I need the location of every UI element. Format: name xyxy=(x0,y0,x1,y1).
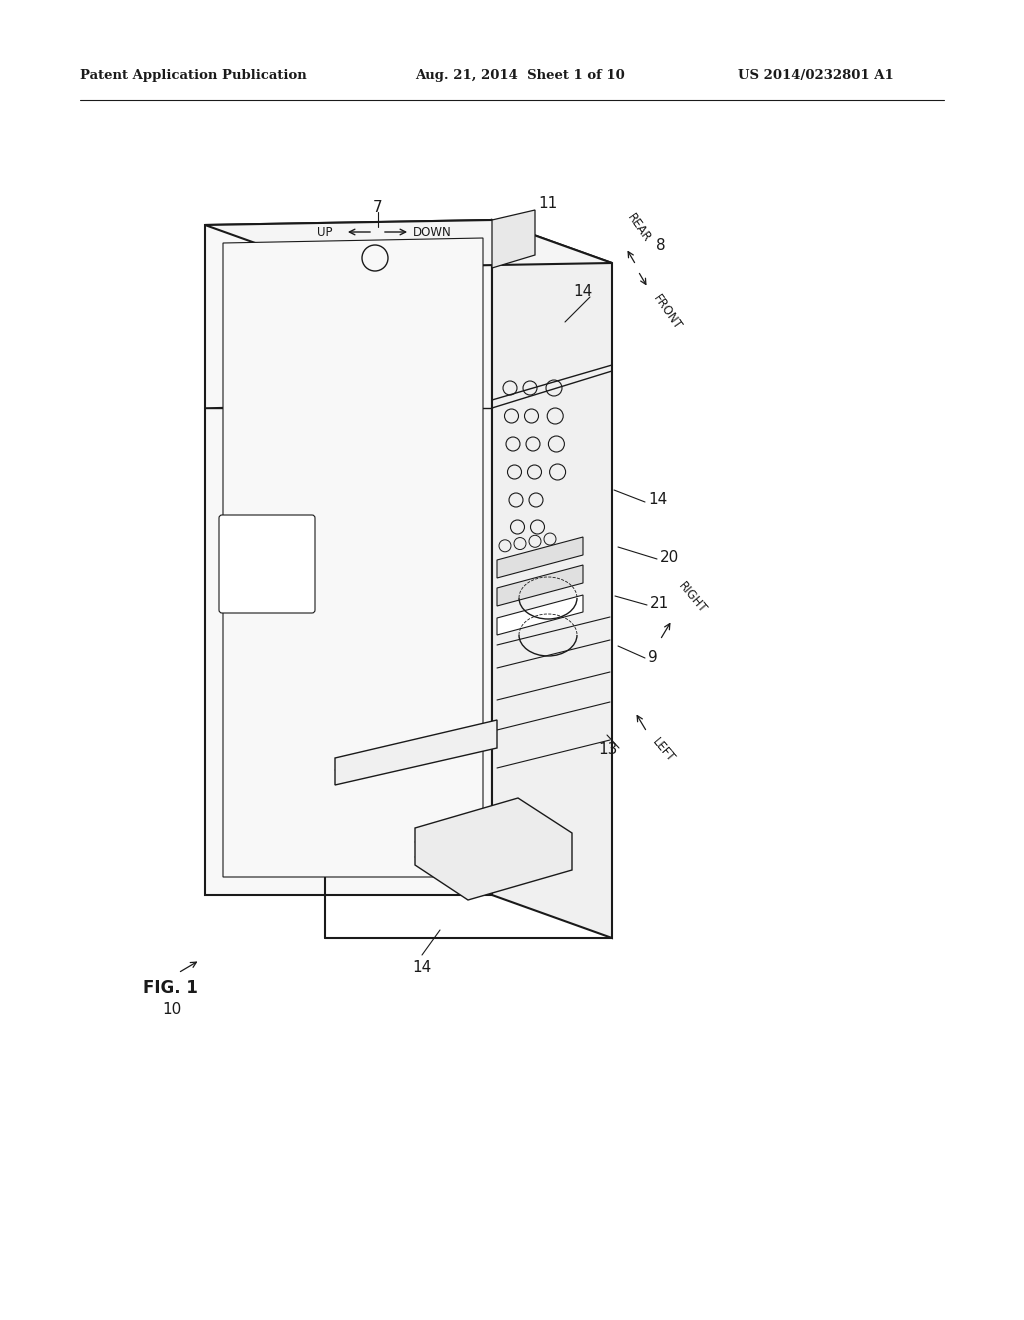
Text: FRONT: FRONT xyxy=(650,292,684,333)
Text: LEFT: LEFT xyxy=(650,737,678,766)
Text: RIGHT: RIGHT xyxy=(676,579,710,616)
Text: 7: 7 xyxy=(373,199,383,214)
Polygon shape xyxy=(335,719,497,785)
Text: 13: 13 xyxy=(599,742,618,758)
Polygon shape xyxy=(497,595,583,635)
FancyBboxPatch shape xyxy=(219,515,315,612)
Text: 11: 11 xyxy=(539,197,558,211)
Text: 21: 21 xyxy=(650,595,670,610)
Polygon shape xyxy=(497,537,583,578)
Text: US 2014/0232801 A1: US 2014/0232801 A1 xyxy=(738,69,894,82)
Polygon shape xyxy=(415,799,572,900)
Text: Patent Application Publication: Patent Application Publication xyxy=(80,69,307,82)
Text: 14: 14 xyxy=(648,492,668,507)
Polygon shape xyxy=(205,220,492,895)
Text: DOWN: DOWN xyxy=(413,226,452,239)
Text: 8: 8 xyxy=(656,238,666,252)
Polygon shape xyxy=(205,220,612,268)
Polygon shape xyxy=(497,565,583,606)
Polygon shape xyxy=(223,238,483,876)
Text: 14: 14 xyxy=(573,285,593,300)
Text: FIG. 1: FIG. 1 xyxy=(143,979,198,997)
Text: REAR: REAR xyxy=(624,211,652,246)
Polygon shape xyxy=(492,220,612,939)
Text: 20: 20 xyxy=(660,549,679,565)
Text: UP: UP xyxy=(316,226,332,239)
Text: 9: 9 xyxy=(648,651,657,665)
Text: 14: 14 xyxy=(413,960,432,975)
Text: Aug. 21, 2014  Sheet 1 of 10: Aug. 21, 2014 Sheet 1 of 10 xyxy=(415,69,625,82)
Polygon shape xyxy=(492,210,535,268)
Text: 10: 10 xyxy=(162,1002,181,1018)
